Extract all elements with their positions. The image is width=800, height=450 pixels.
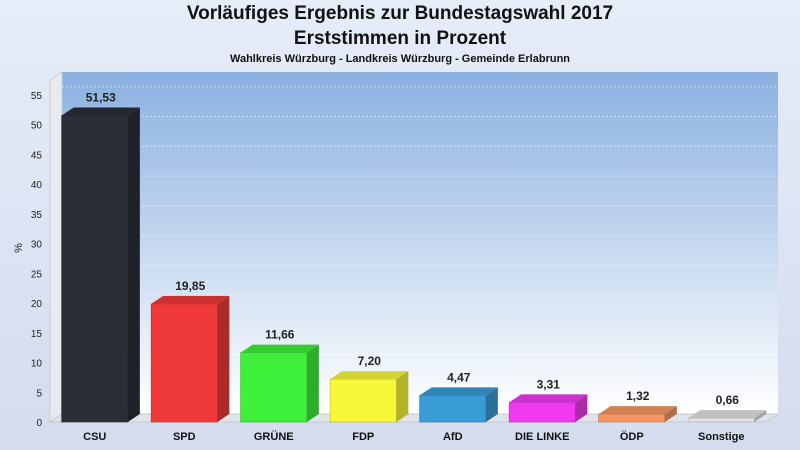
x-tick-label: CSU xyxy=(83,431,106,443)
bar-side xyxy=(127,107,140,423)
y-tick-label: 20 xyxy=(31,299,43,310)
bar-value-label: 1,32 xyxy=(626,389,650,403)
y-tick-label: 30 xyxy=(31,240,43,251)
bar-side xyxy=(306,344,319,422)
bar-side xyxy=(575,394,588,422)
chart-caption: Wahlkreis Würzburg - Landkreis Würzburg … xyxy=(229,53,571,65)
bar-top xyxy=(240,344,319,353)
bar-top xyxy=(688,410,767,419)
bar-top xyxy=(61,107,140,116)
y-tick-label: 35 xyxy=(31,210,43,221)
bar-front xyxy=(508,402,576,423)
x-tick-label: FDP xyxy=(352,431,374,443)
bar-value-label: 51,53 xyxy=(86,91,116,105)
bar-value-label: 11,66 xyxy=(265,328,295,342)
bar-value-label: 4,47 xyxy=(447,370,471,384)
y-tick-label: 5 xyxy=(36,388,42,399)
bar-value-label: 3,31 xyxy=(537,377,561,391)
bar-value-label: 19,85 xyxy=(175,279,205,293)
y-tick-label: 45 xyxy=(31,150,43,161)
y-tick-label: 50 xyxy=(31,121,43,132)
y-axis-label: % xyxy=(13,243,25,253)
bar-front xyxy=(687,417,755,423)
bar-top xyxy=(151,295,230,304)
bar-front xyxy=(329,378,397,423)
bar-side xyxy=(664,406,677,422)
y-tick-label: 25 xyxy=(31,269,43,280)
bar-side xyxy=(217,295,230,422)
bar-top xyxy=(419,387,498,396)
y-tick-label: 10 xyxy=(31,359,43,370)
bar-top xyxy=(330,371,409,380)
y-tick-label: 55 xyxy=(31,91,43,102)
bar-front xyxy=(150,303,218,423)
bar-front xyxy=(240,352,308,423)
y-tick-label: 15 xyxy=(31,329,43,340)
bar-front xyxy=(61,115,129,423)
chart-subtitle: Erststimmen in Prozent xyxy=(293,28,507,49)
x-tick-label: DIE LINKE xyxy=(515,431,569,443)
bar-value-label: 0,66 xyxy=(716,393,740,407)
plot-left-wall xyxy=(49,71,63,423)
bar-front xyxy=(598,413,666,423)
bar-top xyxy=(509,394,588,403)
y-tick-label: 0 xyxy=(36,418,42,429)
bar-top xyxy=(598,406,677,415)
x-tick-label: SPD xyxy=(173,431,196,443)
chart-title: Vorläufiges Ergebnis zur Bundestagswahl … xyxy=(186,3,614,24)
bar-side xyxy=(754,410,767,422)
bar-side xyxy=(485,387,498,422)
bar-value-label: 7,20 xyxy=(358,354,382,368)
bar-side xyxy=(396,371,409,422)
bar-front xyxy=(419,395,487,423)
x-tick-label: Sonstige xyxy=(698,431,744,443)
x-tick-label: AfD xyxy=(443,431,463,443)
y-tick-label: 40 xyxy=(31,180,43,191)
x-tick-label: ÖDP xyxy=(620,430,644,443)
x-tick-label: GRÜNE xyxy=(254,430,294,443)
